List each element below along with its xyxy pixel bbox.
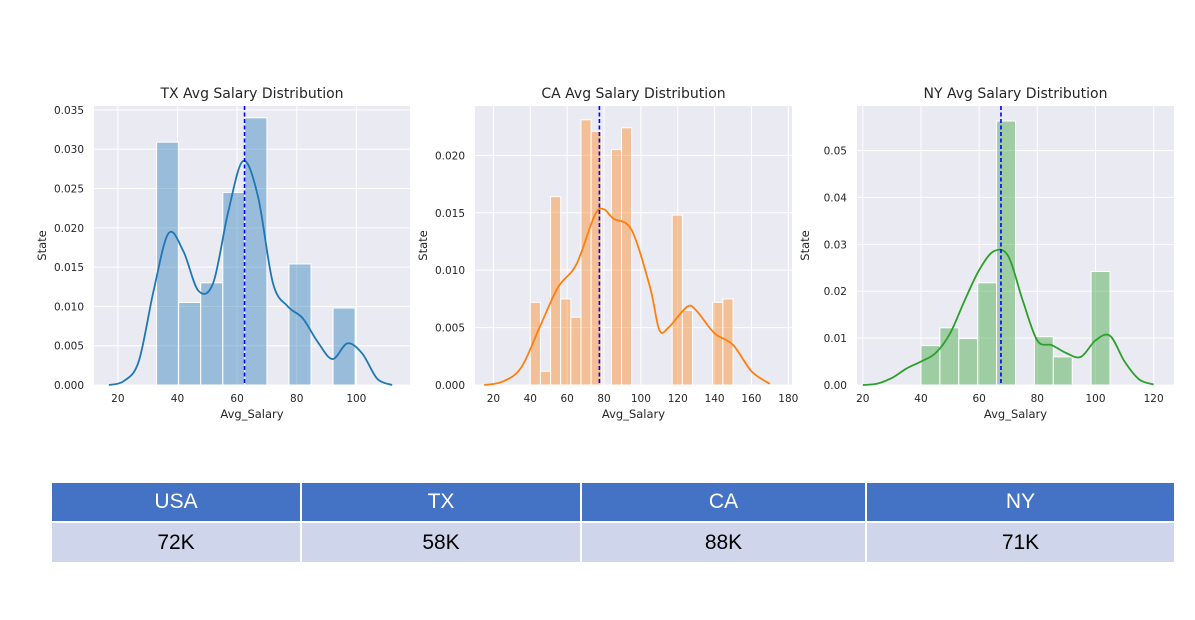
x-tick-label: 140 — [705, 393, 725, 405]
value-tx: 58K — [302, 521, 582, 562]
y-tick-label: 0.030 — [54, 144, 84, 156]
y-tick-label: 0.005 — [54, 341, 84, 353]
x-tick-label: 20 — [487, 393, 500, 405]
y-tick-label: 0.020 — [435, 150, 465, 162]
x-tick-label: 60 — [560, 393, 573, 405]
x-tick-label: 40 — [914, 393, 927, 405]
histogram-bar — [200, 282, 224, 386]
histogram-bar — [570, 316, 582, 386]
histogram-bar — [560, 298, 572, 386]
histogram-bar — [156, 141, 180, 386]
histogram-bar — [539, 370, 552, 386]
histogram-bar — [671, 214, 683, 386]
y-tick-label: 0.00 — [824, 380, 847, 392]
y-tick-label: 0.05 — [824, 146, 847, 158]
chart-title: TX Avg Salary Distribution — [159, 86, 343, 102]
y-tick-label: 0.010 — [435, 265, 465, 277]
kde-curve — [862, 248, 1154, 386]
y-tick-label: 0.04 — [824, 192, 848, 204]
histogram-bar — [580, 119, 592, 386]
header-ny: NY — [867, 483, 1174, 521]
y-tick-label: 0.010 — [54, 301, 84, 313]
header-tx: TX — [302, 483, 582, 521]
y-tick-label: 0.01 — [824, 333, 847, 345]
x-tick-label: 80 — [597, 393, 610, 405]
chart-tx: 20 40 60 80 100 0.000 0.005 0.010 0.015 0.020 0.02… — [35, 86, 410, 421]
histogram-bar — [529, 301, 541, 386]
y-axis-label: State — [35, 230, 49, 260]
histogram-bar — [1052, 356, 1073, 386]
header-ca: CA — [582, 483, 867, 521]
y-tick-label: 0.005 — [435, 323, 465, 335]
y-tick-label: 0.015 — [54, 262, 84, 274]
y-tick-label: 0.000 — [54, 380, 84, 392]
x-tick-label: 20 — [111, 393, 124, 405]
chart-title: NY Avg Salary Distribution — [924, 86, 1108, 102]
x-tick-label: 100 — [346, 393, 366, 405]
histogram-bar — [244, 117, 268, 386]
histogram-bar — [178, 301, 202, 386]
x-tick-label: 100 — [631, 393, 651, 405]
x-axis-label: Avg_Salary — [220, 407, 283, 421]
x-tick-label: 160 — [741, 393, 761, 405]
y-tick-label: 0.000 — [435, 380, 465, 392]
histogram-bar — [681, 309, 693, 386]
plot-area — [94, 106, 410, 385]
x-tick-label: 20 — [856, 393, 869, 405]
x-tick-label: 60 — [972, 393, 985, 405]
histogram-bar — [712, 301, 724, 386]
y-tick-label: 0.02 — [824, 286, 847, 298]
histogram-bar — [958, 338, 979, 386]
histogram-bar — [288, 263, 312, 386]
salary-distribution-charts: 20 40 60 80 100 0.000 0.005 0.010 0.015 0.020 0.02… — [35, 86, 1174, 421]
summary-value-row: 72K 58K 88K 71K — [52, 521, 1174, 562]
value-ca: 88K — [582, 521, 867, 562]
x-tick-label: 120 — [668, 393, 688, 405]
histogram-bar — [1090, 271, 1111, 386]
y-tick-label: 0.020 — [54, 223, 84, 235]
histogram-bar — [590, 130, 602, 386]
chart-ca: 20 40 60 80 100 120 140 160 180 0.000 0.005 0.010 0.… — [416, 86, 798, 421]
y-axis-label: State — [416, 230, 430, 260]
value-usa: 72K — [52, 521, 302, 562]
x-tick-label: 40 — [524, 393, 537, 405]
y-tick-label: 0.025 — [54, 184, 84, 196]
plot-area — [475, 106, 792, 385]
y-axis-label: State — [798, 230, 812, 260]
header-usa: USA — [52, 483, 302, 521]
x-tick-label: 120 — [1144, 393, 1164, 405]
y-tick-label: 0.035 — [54, 105, 84, 117]
histogram-bar — [610, 149, 623, 386]
y-tick-label: 0.015 — [435, 208, 465, 220]
chart-title: CA Avg Salary Distribution — [541, 86, 725, 102]
chart-ny: 20 40 60 80 100 120 0.00 0.01 0.02 0.03 0.04 0.05 NY… — [798, 86, 1174, 421]
kde-curve — [108, 160, 393, 386]
kde-curve — [484, 207, 771, 386]
x-tick-label: 100 — [1085, 393, 1105, 405]
histogram-bar — [621, 127, 633, 386]
x-tick-label: 80 — [290, 393, 303, 405]
x-tick-label: 60 — [230, 393, 243, 405]
y-tick-label: 0.03 — [824, 239, 847, 251]
x-tick-label: 80 — [1031, 393, 1044, 405]
summary-header-row: USA TX CA NY — [52, 483, 1174, 521]
histogram-bar — [977, 282, 998, 386]
x-axis-label: Avg_Salary — [602, 407, 665, 421]
avg-salary-summary-table: USA TX CA NY 72K 58K 88K 71K — [52, 483, 1174, 562]
value-ny: 71K — [867, 521, 1174, 562]
x-tick-label: 40 — [171, 393, 184, 405]
x-axis-label: Avg_Salary — [984, 407, 1047, 421]
x-tick-label: 180 — [778, 393, 798, 405]
